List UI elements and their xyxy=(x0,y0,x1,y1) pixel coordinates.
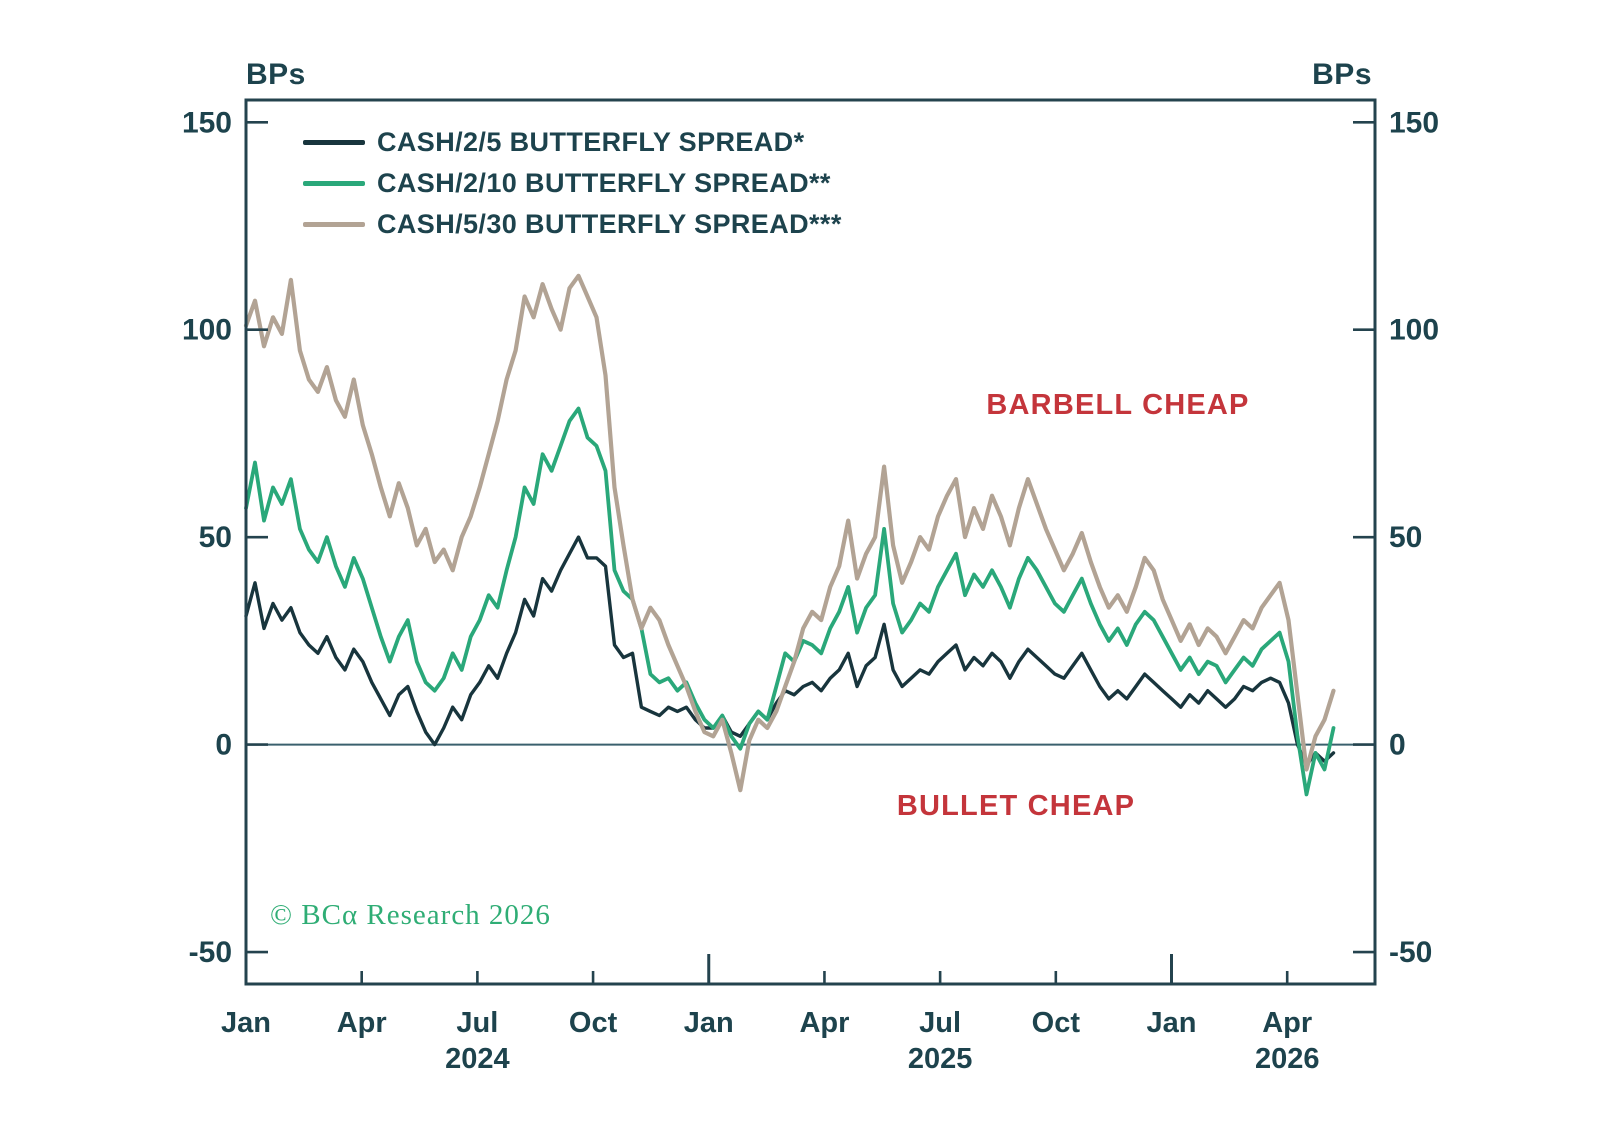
x-year-label: 2024 xyxy=(445,1043,510,1075)
x-tick-label: Jan xyxy=(221,1007,271,1039)
y-tick-label-right: 150 xyxy=(1389,106,1439,139)
x-tick-label: Oct xyxy=(1032,1007,1081,1039)
y-axis-unit-left: BPs xyxy=(246,58,306,91)
y-tick-label-left: 100 xyxy=(182,314,232,347)
y-tick-label-left: 50 xyxy=(199,521,232,554)
legend-label-cash-5-30: CASH/5/30 BUTTERFLY SPREAD*** xyxy=(377,209,842,239)
y-axis-ticks: 150 150 100 100 50 50 0 0 -50 -50 xyxy=(182,106,1439,969)
legend: CASH/2/5 BUTTERFLY SPREAD* CASH/2/10 BUT… xyxy=(303,122,842,245)
legend-item-cash-5-30: CASH/5/30 BUTTERFLY SPREAD*** xyxy=(303,204,842,245)
annotation-barbell-cheap: BARBELL CHEAP xyxy=(986,389,1250,421)
x-year-label: 2025 xyxy=(908,1043,973,1075)
legend-item-cash-2-5: CASH/2/5 BUTTERFLY SPREAD* xyxy=(303,122,842,163)
y-tick-label-right: 0 xyxy=(1389,729,1406,762)
x-tick-label: Jul xyxy=(456,1007,498,1039)
series-line-2 xyxy=(243,273,1336,793)
legend-swatch-cash-2-10 xyxy=(303,181,365,186)
y-tick-label-right: 100 xyxy=(1389,314,1439,347)
x-tick-label: Apr xyxy=(1262,1007,1312,1039)
y-tick-label-left: 150 xyxy=(182,106,232,139)
x-year-label: 2026 xyxy=(1255,1043,1320,1075)
y-axis-unit-right: BPs xyxy=(1312,58,1372,91)
copyright-notice: © BCα Research 2026 xyxy=(270,899,551,931)
y-tick-label-right: 50 xyxy=(1389,521,1422,554)
y-tick-label-right: -50 xyxy=(1389,936,1432,969)
x-tick-label: Jan xyxy=(684,1007,734,1039)
legend-label-cash-2-10: CASH/2/10 BUTTERFLY SPREAD** xyxy=(377,168,831,198)
annotation-bullet-cheap: BULLET CHEAP xyxy=(896,790,1136,822)
legend-swatch-cash-5-30 xyxy=(303,222,365,227)
plot-frame xyxy=(244,98,1377,986)
x-tick-label: Apr xyxy=(337,1007,387,1039)
x-tick-label: Oct xyxy=(569,1007,618,1039)
legend-swatch-cash-2-5 xyxy=(303,140,365,145)
x-tick-label: Apr xyxy=(799,1007,849,1039)
y-tick-label-left: -50 xyxy=(189,936,232,969)
series-lines xyxy=(243,273,1336,797)
series-line-1 xyxy=(244,406,1336,797)
x-tick-label: Jul xyxy=(919,1007,961,1039)
y-tick-label-left: 0 xyxy=(215,729,232,762)
legend-label-cash-2-5: CASH/2/5 BUTTERFLY SPREAD* xyxy=(377,127,805,157)
x-tick-label: Jan xyxy=(1147,1007,1197,1039)
legend-item-cash-2-10: CASH/2/10 BUTTERFLY SPREAD** xyxy=(303,163,842,204)
series-line-0 xyxy=(244,535,1336,767)
x-axis-ticks: Jan Apr Jul 2024 Oct Jan Apr Jul 2025 Oct Jan Apr 20… xyxy=(221,954,1319,1075)
